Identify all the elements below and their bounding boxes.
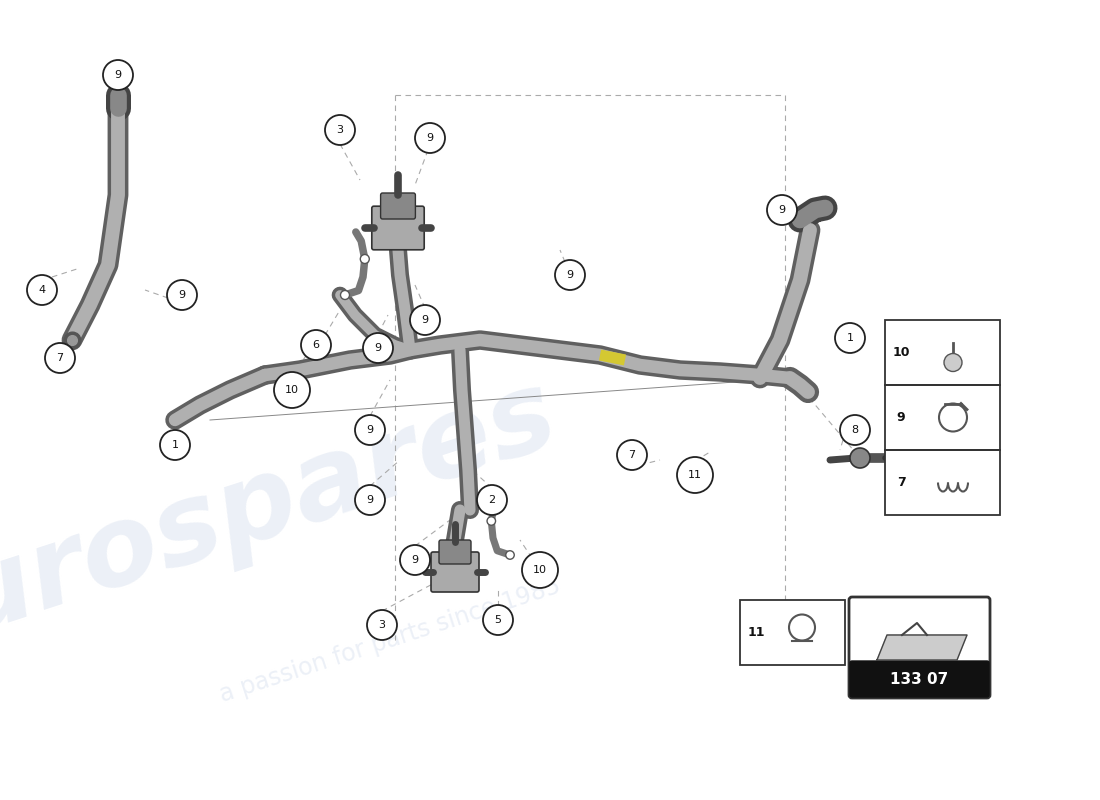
Text: 9: 9 bbox=[779, 205, 785, 215]
Circle shape bbox=[28, 275, 57, 305]
Text: eurospares: eurospares bbox=[0, 361, 571, 679]
Circle shape bbox=[355, 415, 385, 445]
Circle shape bbox=[835, 323, 865, 353]
Text: 3: 3 bbox=[337, 125, 343, 135]
Circle shape bbox=[167, 280, 197, 310]
Text: 3: 3 bbox=[378, 620, 385, 630]
Text: 2: 2 bbox=[488, 495, 496, 505]
Text: 7: 7 bbox=[628, 450, 636, 460]
Bar bbox=[740, 600, 845, 665]
Text: 133 07: 133 07 bbox=[890, 671, 948, 686]
Text: 1: 1 bbox=[172, 440, 178, 450]
Circle shape bbox=[400, 545, 430, 575]
Text: 9: 9 bbox=[178, 290, 186, 300]
Text: 9: 9 bbox=[896, 411, 905, 424]
Text: 9: 9 bbox=[427, 133, 433, 143]
Text: 10: 10 bbox=[534, 565, 547, 575]
Text: a passion for parts since 1985: a passion for parts since 1985 bbox=[217, 574, 563, 706]
Text: 6: 6 bbox=[312, 340, 319, 350]
Bar bbox=[886, 320, 1000, 385]
Text: 10: 10 bbox=[892, 346, 910, 359]
FancyBboxPatch shape bbox=[849, 597, 990, 698]
Circle shape bbox=[367, 610, 397, 640]
Circle shape bbox=[160, 430, 190, 460]
Text: 9: 9 bbox=[366, 425, 374, 435]
Circle shape bbox=[840, 415, 870, 445]
Text: 9: 9 bbox=[366, 495, 374, 505]
FancyBboxPatch shape bbox=[381, 193, 416, 219]
Circle shape bbox=[301, 330, 331, 360]
Text: 7: 7 bbox=[896, 476, 905, 489]
Circle shape bbox=[410, 305, 440, 335]
Circle shape bbox=[324, 115, 355, 145]
Circle shape bbox=[483, 605, 513, 635]
Circle shape bbox=[767, 195, 798, 225]
Circle shape bbox=[477, 485, 507, 515]
Text: 11: 11 bbox=[747, 626, 764, 639]
Circle shape bbox=[944, 354, 962, 371]
Bar bbox=[886, 450, 1000, 515]
Bar bbox=[886, 385, 1000, 450]
FancyBboxPatch shape bbox=[439, 540, 471, 564]
Circle shape bbox=[506, 550, 515, 559]
Circle shape bbox=[361, 254, 370, 263]
Circle shape bbox=[676, 457, 713, 493]
Circle shape bbox=[45, 343, 75, 373]
Text: 9: 9 bbox=[421, 315, 429, 325]
Text: 9: 9 bbox=[411, 555, 419, 565]
Text: 9: 9 bbox=[566, 270, 573, 280]
Text: 7: 7 bbox=[56, 353, 64, 363]
Circle shape bbox=[556, 260, 585, 290]
Text: 1: 1 bbox=[847, 333, 854, 343]
Circle shape bbox=[415, 123, 446, 153]
Circle shape bbox=[103, 60, 133, 90]
Text: 9: 9 bbox=[114, 70, 122, 80]
Text: 5: 5 bbox=[495, 615, 502, 625]
Text: 9: 9 bbox=[374, 343, 382, 353]
FancyBboxPatch shape bbox=[850, 661, 989, 697]
Circle shape bbox=[522, 552, 558, 588]
Text: 10: 10 bbox=[285, 385, 299, 395]
Circle shape bbox=[355, 485, 385, 515]
Circle shape bbox=[274, 372, 310, 408]
FancyBboxPatch shape bbox=[431, 552, 478, 592]
Circle shape bbox=[850, 448, 870, 468]
FancyBboxPatch shape bbox=[372, 206, 425, 250]
Text: 8: 8 bbox=[851, 425, 859, 435]
Circle shape bbox=[341, 290, 350, 299]
Text: 11: 11 bbox=[688, 470, 702, 480]
Text: 4: 4 bbox=[39, 285, 45, 295]
Circle shape bbox=[363, 333, 393, 363]
Circle shape bbox=[487, 517, 495, 526]
Polygon shape bbox=[877, 635, 967, 660]
Circle shape bbox=[617, 440, 647, 470]
